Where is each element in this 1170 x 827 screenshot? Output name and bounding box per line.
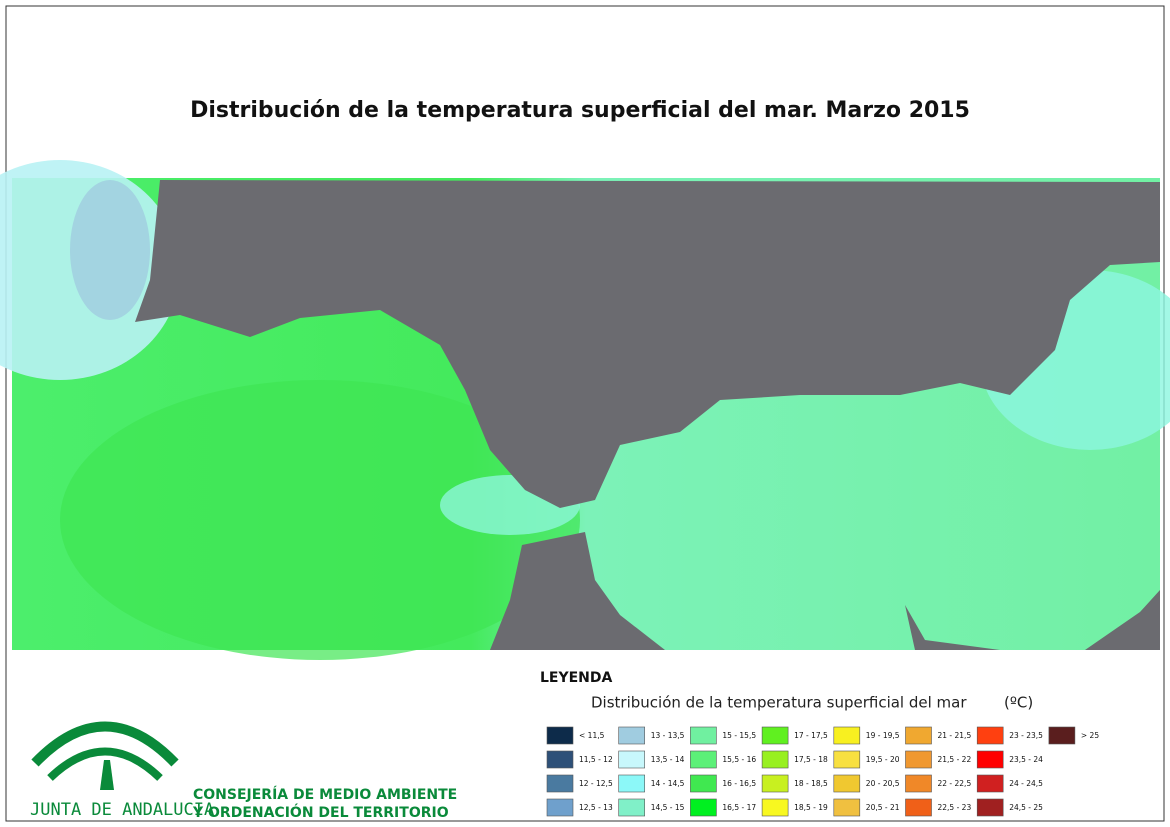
- legend-swatch: [976, 774, 1004, 793]
- legend-swatch: [833, 774, 861, 793]
- sea-cold: [70, 180, 150, 320]
- legend-label: 22,5 - 23: [938, 803, 972, 812]
- legend-label: 17 - 17,5: [794, 731, 828, 740]
- legend-label: 13 - 13,5: [651, 731, 685, 740]
- legend-label: 16,5 - 17: [722, 803, 756, 812]
- legend-label: 12,5 - 13: [579, 803, 613, 812]
- legend-swatch: [905, 750, 932, 769]
- legend-label: 24,5 - 25: [1009, 803, 1043, 812]
- logo-line: CONSEJERÍA DE MEDIO AMBIENTE: [193, 786, 457, 803]
- legend-swatch: [905, 774, 932, 793]
- logo-arc: [47, 747, 163, 781]
- legend: < 11,5 11,5 - 12 12 - 12,5 12,5 - 13 13 - 13…: [546, 726, 1099, 817]
- legend-label: 18,5 - 19: [794, 803, 828, 812]
- logo-arc: [31, 721, 179, 767]
- legend-label: 21,5 - 22: [938, 755, 972, 764]
- legend-swatch: [833, 798, 861, 817]
- legend-label: 22 - 22,5: [938, 779, 972, 788]
- legend-swatch: [976, 798, 1004, 817]
- legend-swatch: [833, 726, 861, 745]
- legend-swatch: [761, 750, 789, 769]
- legend-label: 13,5 - 14: [651, 755, 685, 764]
- legend-swatch: [690, 774, 717, 793]
- legend-swatch: [761, 798, 789, 817]
- logo-line: Y ORDENACIÓN DEL TERRITORIO: [192, 803, 449, 821]
- legend-label: 19,5 - 20: [866, 755, 900, 764]
- land-iberia: [135, 180, 1160, 508]
- legend-label: 14,5 - 15: [651, 803, 685, 812]
- legend-swatch: [618, 774, 646, 793]
- sea-warm: [60, 380, 580, 660]
- legend-heading: LEYENDA: [540, 670, 613, 686]
- legend-swatch: [618, 726, 646, 745]
- legend-swatch: [690, 726, 717, 745]
- legend-swatch: [618, 798, 646, 817]
- legend-swatch: [690, 798, 717, 817]
- legend-swatch: [976, 726, 1004, 745]
- legend-swatch: [546, 774, 574, 793]
- legend-label: < 11,5: [579, 731, 605, 740]
- legend-unit: (ºC): [1004, 694, 1033, 712]
- legend-label: 17,5 - 18: [794, 755, 828, 764]
- legend-label: 23 - 23,5: [1009, 731, 1043, 740]
- legend-swatch: [833, 750, 861, 769]
- legend-label: 12 - 12,5: [579, 779, 613, 788]
- map: [0, 160, 1170, 660]
- legend-label: 19 - 19,5: [866, 731, 900, 740]
- legend-label: 15 - 15,5: [722, 731, 756, 740]
- legend-swatch: [546, 726, 574, 745]
- title: Distribución de la temperatura superfici…: [190, 98, 970, 123]
- legend-label: 16 - 16,5: [722, 779, 756, 788]
- logo-figure: [100, 760, 114, 790]
- legend-swatch: [761, 774, 789, 793]
- legend-label: 23,5 - 24: [1009, 755, 1043, 764]
- logo: JUNTA DE ANDALUCIA CONSEJERÍA DE MEDIO A…: [30, 721, 457, 821]
- legend-swatch: [905, 798, 932, 817]
- legend-label: 20,5 - 21: [866, 803, 900, 812]
- legend-swatch: [546, 750, 574, 769]
- legend-label: 14 - 14,5: [651, 779, 685, 788]
- legend-title: Distribución de la temperatura superfici…: [591, 694, 967, 712]
- legend-swatch: [761, 726, 789, 745]
- legend-label: 21 - 21,5: [938, 731, 972, 740]
- logo-name: JUNTA DE ANDALUCIA: [30, 800, 214, 820]
- legend-label: > 25: [1081, 731, 1099, 740]
- legend-label: 18 - 18,5: [794, 779, 828, 788]
- legend-swatch: [1048, 726, 1076, 745]
- legend-swatch: [618, 750, 646, 769]
- legend-label: 11,5 - 12: [579, 755, 613, 764]
- land-africa: [490, 532, 665, 650]
- legend-swatch: [690, 750, 717, 769]
- legend-swatch: [905, 726, 932, 745]
- legend-label: 24 - 24,5: [1009, 779, 1043, 788]
- land-africa: [905, 590, 1160, 650]
- legend-swatch: [976, 750, 1004, 769]
- legend-swatch: [546, 798, 574, 817]
- legend-label: 20 - 20,5: [866, 779, 900, 788]
- legend-label: 15,5 - 16: [722, 755, 756, 764]
